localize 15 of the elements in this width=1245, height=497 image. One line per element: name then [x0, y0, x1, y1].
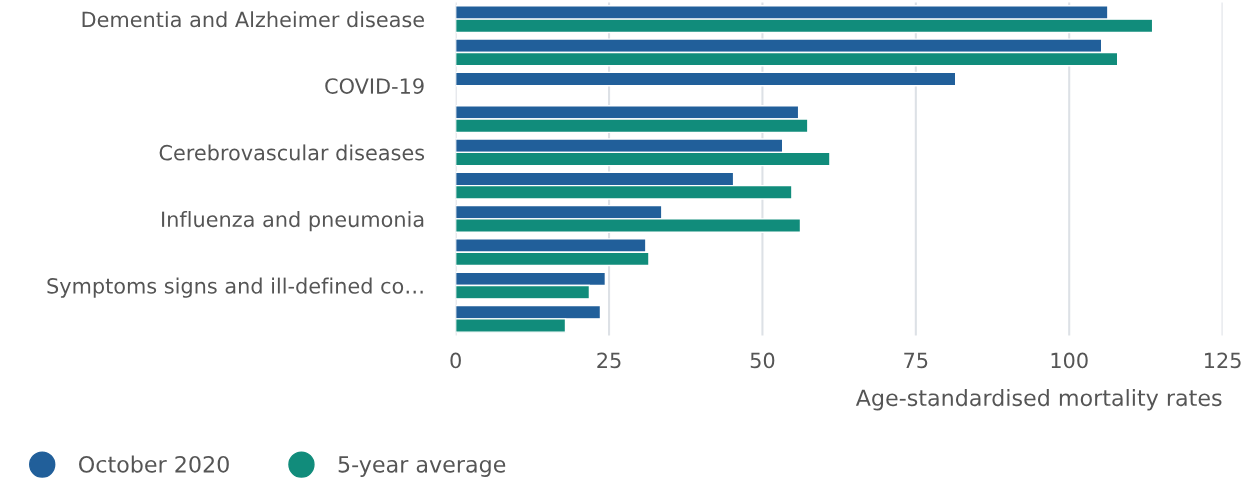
- x-tick-label: 100: [1051, 352, 1088, 369]
- x-tick-label: 75: [904, 352, 928, 369]
- bar: [455, 71, 957, 87]
- y-tick-label: Influenza and pneumonia: [162, 211, 424, 232]
- y-tick-label: Symptoms signs and ill-defined co…: [47, 277, 423, 298]
- y-tick-label: Cerebrovascular diseases: [159, 144, 425, 161]
- legend-label: 5-year average: [338, 456, 506, 477]
- x-axis-title: Age-standardised mortality rates: [855, 388, 1222, 411]
- x-tick-label: 50: [750, 352, 775, 369]
- x-tick-label: 0: [450, 352, 461, 369]
- x-tick-label: 125: [1205, 352, 1241, 369]
- legend-label: October 2020: [79, 455, 229, 473]
- x-tick-label: 25: [597, 352, 621, 369]
- y-tick-label: Dementia and Alzheimer disease: [82, 11, 425, 28]
- y-tick-label: COVID-19: [325, 78, 424, 94]
